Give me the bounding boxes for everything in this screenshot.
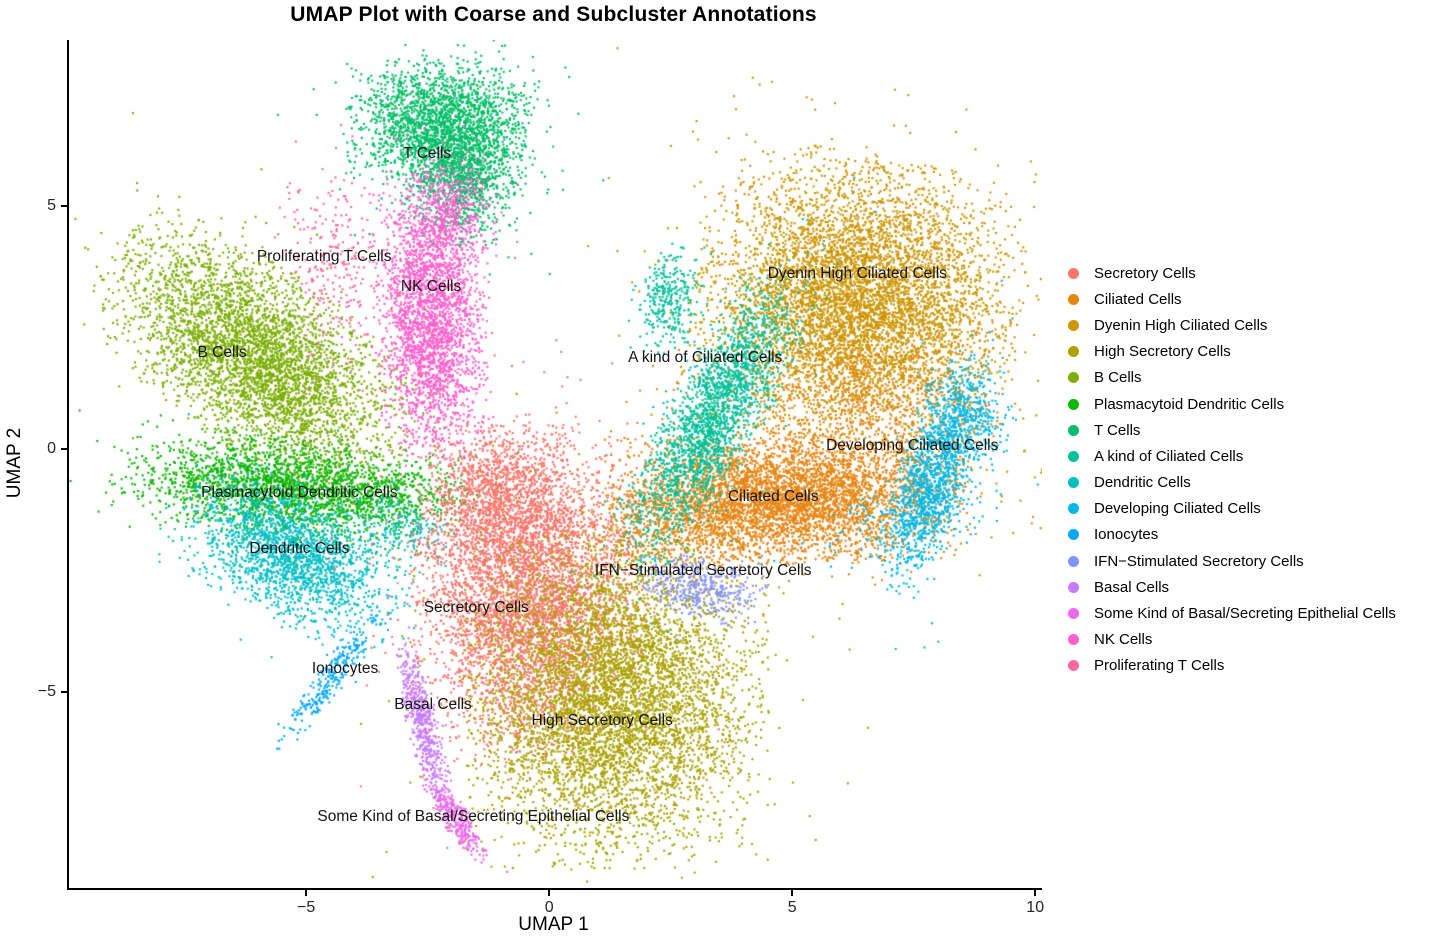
legend-item: Developing Ciliated Cells bbox=[1062, 496, 1396, 522]
legend-item-label: A kind of Ciliated Cells bbox=[1094, 447, 1244, 465]
y-tick-mark bbox=[61, 448, 69, 451]
legend-item-label: High Secretory Cells bbox=[1094, 343, 1231, 361]
legend-color-dot bbox=[1068, 581, 1079, 593]
y-tick-label: −5 bbox=[37, 683, 56, 701]
legend-item-label: T Cells bbox=[1094, 421, 1141, 439]
legend-item: Ciliated Cells bbox=[1062, 286, 1396, 312]
y-tick-label: 0 bbox=[47, 440, 56, 458]
cluster-label: A kind of Ciliated Cells bbox=[628, 349, 783, 367]
chart-title: UMAP Plot with Coarse and Subcluster Ann… bbox=[290, 3, 817, 26]
legend-color-dot bbox=[1068, 450, 1079, 462]
legend-item: Basal Cells bbox=[1062, 574, 1396, 600]
cluster-label: Plasmacytoid Dendritic Cells bbox=[201, 484, 398, 502]
legend: Secretory Cells Ciliated Cells Dyenin High… bbox=[1062, 260, 1396, 679]
legend-item: Ionocytes bbox=[1062, 522, 1396, 548]
x-tick-mark bbox=[305, 888, 308, 896]
legend-item: Secretory Cells bbox=[1062, 260, 1396, 286]
legend-color-dot bbox=[1068, 477, 1079, 489]
legend-item-label: Some Kind of Basal/Secreting Epithelial … bbox=[1094, 605, 1396, 623]
cluster-label: B Cells bbox=[197, 343, 247, 361]
legend-item-label: Ciliated Cells bbox=[1094, 290, 1182, 308]
legend-color-dot bbox=[1068, 267, 1079, 279]
legend-item-label: Proliferating T Cells bbox=[1094, 657, 1225, 675]
x-tick-label: 0 bbox=[544, 899, 554, 916]
legend-item-label: Basal Cells bbox=[1094, 578, 1170, 596]
legend-color-dot bbox=[1068, 424, 1079, 436]
plot-area: T Cells Proliferating T Cells NK Cells B Ce… bbox=[38, 40, 1044, 916]
cluster-label: Ciliated Cells bbox=[727, 488, 819, 506]
cluster-label: Secretory Cells bbox=[423, 599, 529, 617]
legend-item-label: Plasmacytoid Dendritic Cells bbox=[1094, 395, 1285, 413]
legend-color-dot bbox=[1068, 555, 1079, 567]
legend-item: NK Cells bbox=[1062, 627, 1396, 653]
y-tick-mark bbox=[61, 205, 69, 208]
x-tick-label: −5 bbox=[297, 899, 316, 916]
umap-scatter-canvas bbox=[69, 40, 1042, 888]
legend-item-label: Ionocytes bbox=[1094, 526, 1159, 544]
y-tick-label: 5 bbox=[47, 197, 56, 215]
legend-color-dot bbox=[1068, 529, 1079, 541]
legend-item: Some Kind of Basal/Secreting Epithelial … bbox=[1062, 600, 1396, 626]
legend-item-label: Dyenin High Ciliated Cells bbox=[1094, 316, 1268, 334]
legend-item: IFN−Stimulated Secretory Cells bbox=[1062, 548, 1396, 574]
x-tick-label: 5 bbox=[787, 899, 797, 916]
cluster-label: Basal Cells bbox=[394, 696, 472, 714]
legend-item: Dendritic Cells bbox=[1062, 470, 1396, 496]
legend-item: Dyenin High Ciliated Cells bbox=[1062, 312, 1396, 338]
x-tick-mark bbox=[1034, 888, 1037, 896]
cluster-label: IFN−Stimulated Secretory Cells bbox=[594, 562, 812, 580]
legend-item: Proliferating T Cells bbox=[1062, 653, 1396, 679]
legend-item: High Secretory Cells bbox=[1062, 339, 1396, 365]
cluster-label: Dendritic Cells bbox=[249, 540, 350, 558]
x-tick-mark bbox=[548, 888, 551, 896]
legend-item-label: IFN−Stimulated Secretory Cells bbox=[1094, 552, 1304, 570]
legend-color-dot bbox=[1068, 293, 1079, 305]
legend-item: T Cells bbox=[1062, 417, 1396, 443]
legend-item-label: NK Cells bbox=[1094, 631, 1153, 649]
x-axis-title: UMAP 1 bbox=[518, 914, 589, 935]
legend-item: A kind of Ciliated Cells bbox=[1062, 443, 1396, 469]
legend-color-dot bbox=[1068, 319, 1079, 331]
y-tick-mark bbox=[61, 691, 69, 694]
legend-item: B Cells bbox=[1062, 365, 1396, 391]
legend-item-label: Secretory Cells bbox=[1094, 264, 1196, 282]
legend-color-dot bbox=[1068, 503, 1079, 515]
legend-color-dot bbox=[1068, 608, 1079, 620]
x-tick-label: 10 bbox=[1026, 899, 1045, 916]
cluster-label: Some Kind of Basal/Secreting Epithelial … bbox=[317, 808, 630, 826]
cluster-label: Dyenin High Ciliated Cells bbox=[767, 265, 947, 283]
legend-color-dot bbox=[1068, 346, 1079, 358]
legend-item: Plasmacytoid Dendritic Cells bbox=[1062, 391, 1396, 417]
cluster-label: Ionocytes bbox=[311, 660, 379, 678]
cluster-label: NK Cells bbox=[400, 278, 462, 296]
legend-color-dot bbox=[1068, 372, 1079, 384]
legend-item-label: Developing Ciliated Cells bbox=[1094, 500, 1261, 518]
y-axis-title: UMAP 2 bbox=[4, 427, 25, 499]
cluster-label: Proliferating T Cells bbox=[256, 248, 392, 266]
legend-color-dot bbox=[1068, 398, 1079, 410]
legend-item-label: Dendritic Cells bbox=[1094, 474, 1191, 492]
legend-item-label: B Cells bbox=[1094, 369, 1142, 387]
cluster-label: High Secretory Cells bbox=[531, 712, 673, 730]
legend-color-dot bbox=[1068, 660, 1079, 672]
x-tick-mark bbox=[791, 888, 794, 896]
cluster-label: T Cells bbox=[403, 145, 452, 163]
cluster-label: Developing Ciliated Cells bbox=[826, 437, 999, 455]
legend-color-dot bbox=[1068, 634, 1079, 646]
